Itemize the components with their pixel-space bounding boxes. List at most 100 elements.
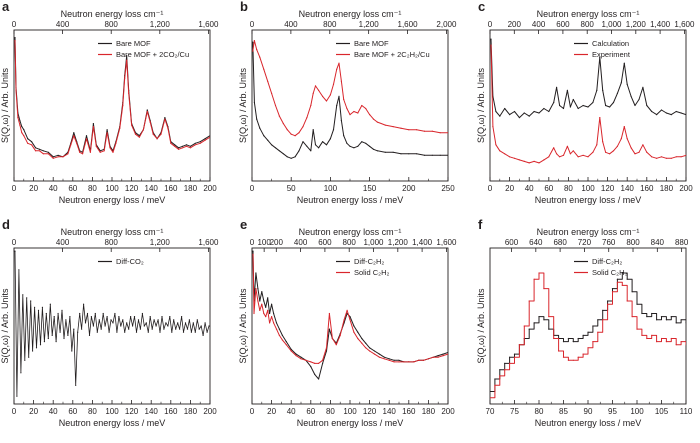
top-tick-label: 1,200 — [150, 238, 171, 247]
data-point — [329, 94, 331, 96]
data-point — [253, 101, 255, 104]
data-point — [490, 390, 491, 393]
x-tick-label: 80 — [564, 184, 573, 193]
x-tick-label: 200 — [679, 184, 693, 193]
data-point — [609, 153, 611, 155]
data-point — [616, 278, 619, 280]
data-point — [173, 319, 175, 321]
data-point — [607, 303, 609, 305]
data-point — [556, 153, 558, 155]
data-point — [190, 331, 192, 333]
data-point — [656, 114, 658, 116]
data-point — [135, 331, 138, 333]
data-point — [83, 303, 85, 305]
data-point — [646, 316, 648, 318]
data-point — [177, 322, 179, 324]
data-point — [149, 121, 151, 123]
x-tick-label: 110 — [680, 407, 693, 416]
data-point — [286, 156, 288, 158]
data-point — [106, 129, 108, 131]
data-point — [322, 141, 324, 143]
data-point — [562, 341, 565, 343]
x-tick-label: 60 — [544, 184, 553, 193]
data-point — [55, 341, 57, 343]
data-point — [621, 272, 623, 274]
data-point — [194, 144, 196, 146]
top-tick-label: 760 — [602, 238, 616, 247]
data-point — [76, 142, 78, 144]
top-tick-label: 0 — [12, 20, 17, 29]
data-point — [338, 95, 340, 97]
data-point — [310, 104, 312, 107]
data-point — [199, 142, 201, 144]
data-point — [314, 85, 317, 87]
data-point — [312, 92, 314, 94]
data-point — [548, 328, 550, 330]
data-point — [132, 325, 134, 327]
data-point — [192, 322, 194, 324]
data-point — [271, 316, 273, 318]
data-point — [548, 316, 550, 318]
data-point — [680, 156, 682, 158]
data-point — [18, 269, 20, 271]
x-axis-label: Neutron energy loss / meV — [297, 195, 404, 205]
data-point — [256, 49, 258, 51]
legend-label: Bare MOF + 2C₂H₂/Cu — [354, 50, 430, 59]
data-point — [623, 62, 625, 64]
data-point — [285, 344, 287, 346]
data-point — [567, 337, 570, 340]
data-point — [189, 145, 191, 147]
data-point — [587, 156, 589, 158]
data-point — [543, 159, 545, 161]
data-point — [577, 356, 579, 358]
data-point — [63, 337, 65, 340]
data-point — [572, 359, 574, 361]
data-point — [42, 153, 45, 155]
data-point — [562, 154, 565, 156]
data-point — [131, 124, 133, 126]
data-point — [259, 56, 261, 58]
data-point — [353, 325, 355, 327]
data-point — [106, 132, 108, 134]
data-point — [558, 350, 560, 352]
data-point — [182, 145, 184, 147]
top-axis-label: Neutron energy loss cm⁻¹ — [537, 227, 640, 237]
legend-label: Diff-C₂H₂ — [592, 257, 622, 266]
data-point — [623, 126, 625, 128]
data-point — [343, 98, 345, 101]
data-point — [353, 331, 355, 333]
data-point — [170, 142, 172, 144]
data-point — [577, 107, 579, 110]
x-tick-label: 140 — [621, 184, 635, 193]
x-tick-label: 40 — [49, 184, 58, 193]
data-point — [31, 144, 33, 146]
y-axis-label: S(Q,ω) / Arb. Units — [476, 67, 486, 143]
data-point — [437, 355, 439, 357]
data-point — [112, 151, 114, 153]
data-point — [27, 142, 29, 144]
data-point — [128, 328, 130, 330]
data-point — [290, 157, 292, 159]
data-point — [57, 154, 59, 156]
data-point — [43, 341, 46, 343]
data-point — [298, 132, 300, 134]
data-point — [290, 348, 292, 350]
data-point — [94, 312, 96, 315]
data-point — [312, 129, 314, 131]
data-point — [383, 358, 385, 360]
data-point — [490, 38, 492, 40]
data-point — [160, 133, 162, 135]
series-line-2 — [252, 254, 448, 364]
legend-label: Bare MOF — [354, 39, 389, 48]
data-point — [188, 319, 190, 321]
panel-letter: c — [478, 0, 485, 14]
data-point — [602, 141, 604, 143]
data-point — [572, 341, 574, 343]
legend-label: Bare MOF + 2CO₂/Cu — [116, 50, 189, 59]
top-tick-label: 680 — [553, 238, 567, 247]
data-point — [175, 328, 177, 330]
data-point — [124, 77, 126, 79]
data-point — [290, 133, 292, 135]
data-point — [267, 309, 269, 311]
